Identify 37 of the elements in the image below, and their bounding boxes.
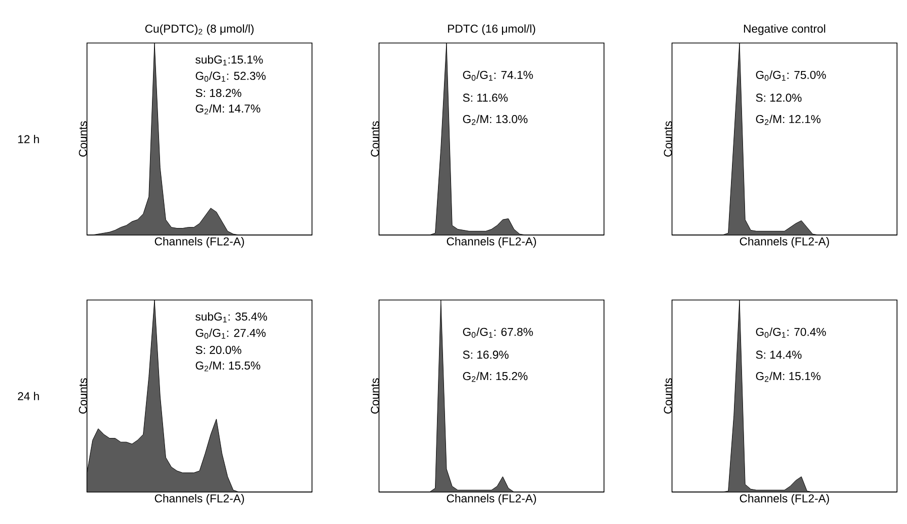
text: 24 h <box>18 392 39 400</box>
chart-title: Cu(PDTC)$_{2}$ (8 μmol/l) <box>145 24 254 35</box>
chart-title: Negative control <box>744 24 826 35</box>
annotation: S: 16.9% <box>462 350 509 359</box>
x-axis-title: Channels (FL2-A) <box>740 494 829 505</box>
annotation: subG$_{1}$: 35.4% <box>196 312 268 322</box>
annotation: G$_{2}$/M: 15.2% <box>463 372 528 382</box>
annotation: G$_{0}$/G$_{1}$: 70.4% <box>756 328 826 338</box>
annotation: G$_{2}$/M: 15.5% <box>196 361 260 372</box>
y-axis-title: Counts <box>370 121 379 157</box>
x-axis-title: Channels (FL2-A) <box>740 237 829 248</box>
annotation: G$_{0}$/G$_{1}$: 52.3% <box>196 72 266 82</box>
annotation: G$_{0}$/G$_{1}$: 27.4% <box>196 328 266 339</box>
annotation: S: 20.0% <box>196 346 242 354</box>
y-axis-title: Counts <box>370 378 379 414</box>
annotation: G$_{0}$/G$_{1}$: 74.1% <box>463 70 533 81</box>
annotation: subG$_{1}$:15.1% <box>196 55 263 66</box>
annotation: G$_{2}$/M: 12.1% <box>756 114 820 125</box>
annotation: S: 18.2% <box>196 88 242 97</box>
annotation: G$_{2}$/M: 14.7% <box>196 104 260 114</box>
annotation: G$_{0}$/G$_{1}$: 75.0% <box>756 70 826 81</box>
x-axis-title: Channels (FL2-A) <box>446 237 536 248</box>
y-axis-title: Counts <box>664 121 672 157</box>
x-axis-title: Channels (FL2-A) <box>446 494 536 505</box>
y-axis-title: Counts <box>78 378 87 414</box>
annotation: S: 12.0% <box>756 94 802 102</box>
y-axis-title: Counts <box>664 378 672 414</box>
annotation: G$_{2}$/M: 13.0% <box>463 114 528 125</box>
annotation: G$_{2}$/M: 15.1% <box>756 372 820 382</box>
chart-title: PDTC (16 μmol/l) <box>448 24 536 35</box>
text: 12 h <box>18 134 39 144</box>
annotation: S: 14.4% <box>756 350 802 359</box>
annotation: S: 11.6% <box>462 94 508 102</box>
x-axis-title: Channels (FL2-A) <box>154 494 244 505</box>
y-axis-title: Counts <box>78 121 87 157</box>
annotation: G$_{0}$/G$_{1}$: 67.8% <box>463 328 533 338</box>
x-axis-title: Channels (FL2-A) <box>154 237 244 248</box>
